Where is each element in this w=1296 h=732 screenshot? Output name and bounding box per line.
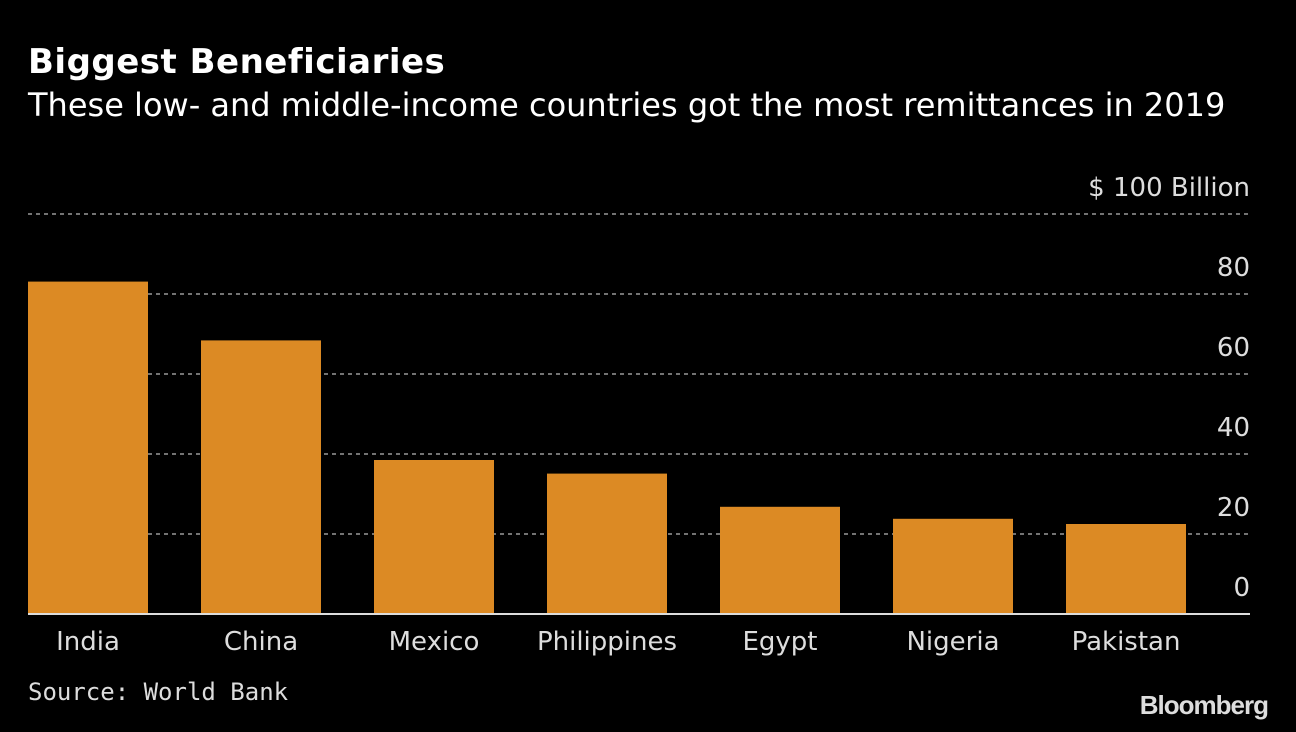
x-tick-label: Egypt [742,627,817,657]
y-tick-label: 0 [1233,573,1250,603]
bar-mexico [374,460,494,614]
x-tick-label: Pakistan [1072,627,1181,657]
chart-subtitle: These low- and middle-income countries g… [28,86,1226,124]
bloomberg-logo: Bloomberg [1139,690,1269,720]
x-tick-label: Mexico [389,627,480,657]
source-note: Source: World Bank [28,678,289,706]
x-tick-label: Philippines [537,627,677,657]
bar-philippines [547,473,667,614]
y-tick-label: 60 [1217,333,1250,363]
x-tick-label: China [224,627,298,657]
bar-china [201,340,321,614]
chart-title: Biggest Beneficiaries [28,42,446,82]
bar-pakistan [1066,524,1186,614]
x-tick-label: Nigeria [906,627,999,657]
bar-nigeria [893,518,1013,614]
y-tick-label: 80 [1217,253,1250,283]
bar-india [28,281,148,614]
bar-egypt [720,506,840,614]
x-tick-label: India [56,627,120,657]
y-tick-label: 20 [1217,493,1250,523]
unit-label: $ 100 Billion [1088,173,1250,203]
y-tick-label: 40 [1217,413,1250,443]
